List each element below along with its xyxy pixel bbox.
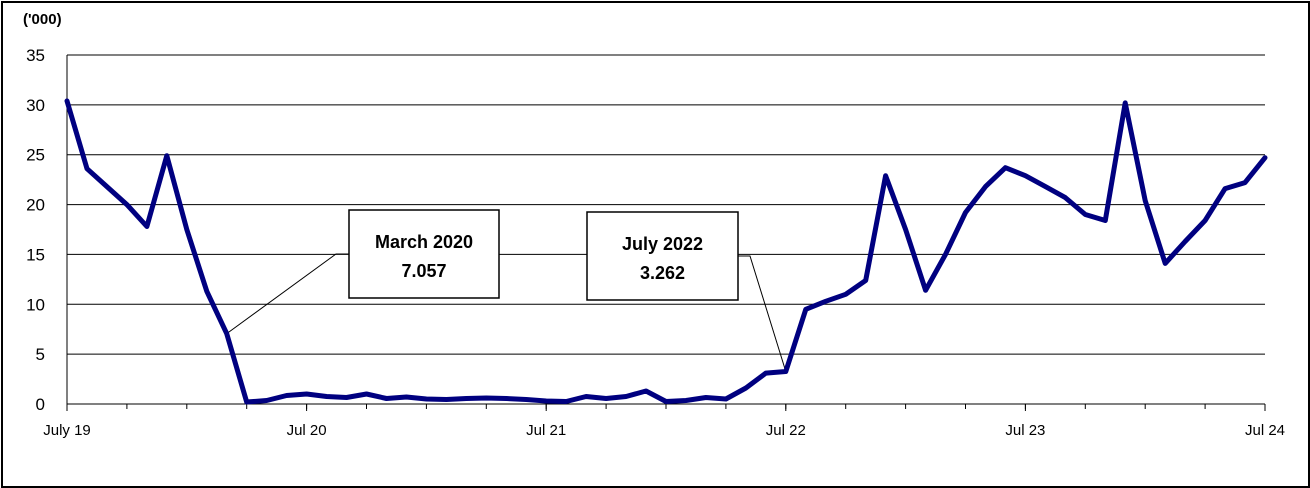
- callout-leaders: [226, 253, 787, 372]
- callout-label: March 2020: [375, 232, 473, 252]
- y-tick-label: 15: [26, 245, 45, 264]
- x-tick-label: Jul 23: [1005, 422, 1045, 439]
- x-axis-ticks: July 19 Jul 20 Jul 21 Jul 22 Jul 23 Jul 24: [43, 404, 1285, 439]
- y-tick-label: 0: [36, 395, 45, 414]
- y-tick-label: 10: [26, 295, 45, 314]
- y-tick-label: 20: [26, 196, 45, 215]
- callout-value: 7.057: [401, 261, 446, 281]
- x-tick-label: Jul 24: [1245, 422, 1285, 439]
- callout-leader: [738, 255, 787, 372]
- y-tick-label: 25: [26, 146, 45, 165]
- y-tick-label: 35: [26, 46, 45, 65]
- series-line-group: [64, 98, 1268, 405]
- gridlines: [67, 54, 1265, 355]
- callout-leader: [226, 253, 349, 335]
- x-tick-label: Jul 22: [766, 422, 806, 439]
- x-tick-label: Jul 20: [287, 422, 327, 439]
- y-axis-ticks: 0 5 10 15 20 25 30 35: [26, 46, 45, 414]
- callouts: March 2020 7.057 July 2022 3.262: [348, 209, 739, 301]
- unit-label: ('000): [23, 11, 62, 28]
- y-tick-label: 5: [36, 345, 45, 364]
- callout-label: July 2022: [622, 234, 703, 254]
- callout-box: [348, 209, 500, 299]
- callout-value: 3.262: [640, 263, 685, 283]
- x-tick-label: Jul 21: [526, 422, 566, 439]
- x-tick-label: July 19: [43, 422, 91, 439]
- series-line: [64, 98, 1268, 405]
- y-tick-label: 30: [26, 96, 45, 115]
- callout-box: [586, 211, 739, 301]
